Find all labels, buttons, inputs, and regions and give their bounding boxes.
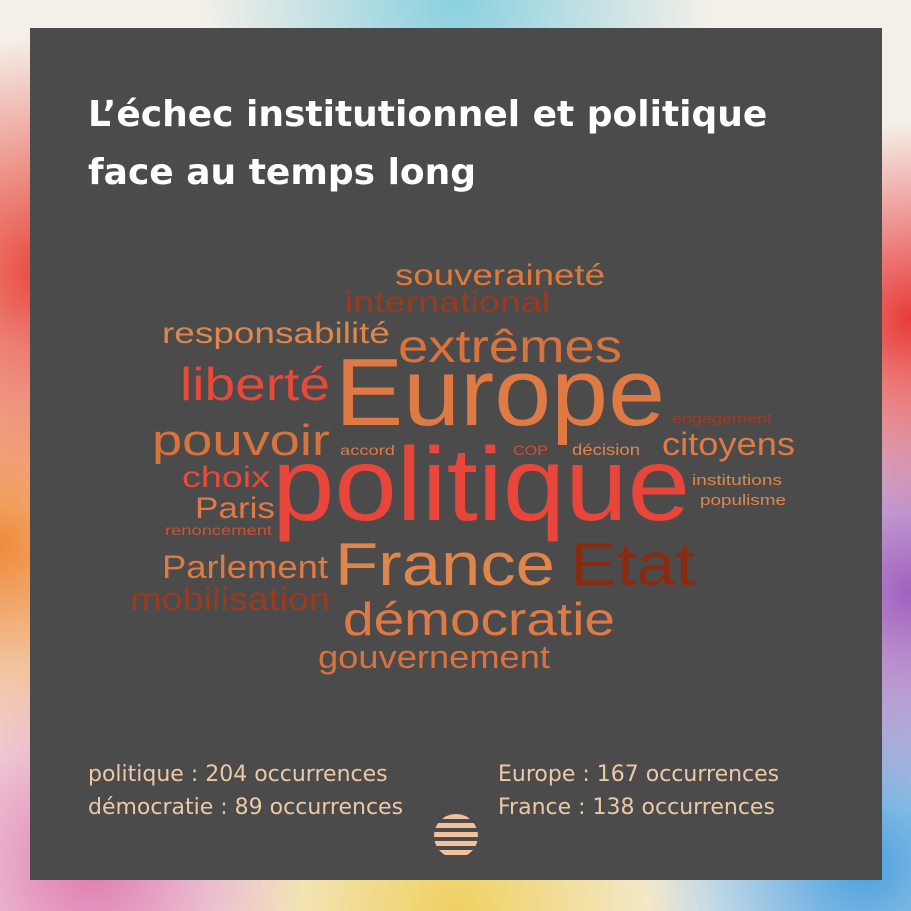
word: populisme [700, 492, 786, 509]
word: démocratie [343, 593, 615, 645]
word: pouvoir [152, 416, 330, 465]
panel [30, 28, 882, 880]
word: gouvernement [318, 639, 550, 675]
stat: Europe : 167 occurrences [498, 762, 779, 787]
word: choix [182, 461, 270, 494]
word: extrêmes [398, 320, 622, 372]
word: citoyens [662, 426, 795, 462]
word: Paris [195, 492, 275, 525]
word: souveraineté [395, 259, 605, 292]
stat: politique : 204 occurrences [88, 762, 388, 787]
word: COP [513, 442, 548, 458]
word: mobilisation [130, 581, 330, 617]
word: Parlement [162, 549, 328, 585]
word: décision [572, 442, 640, 459]
word: responsabilité [162, 317, 390, 350]
word: accord [340, 442, 395, 458]
word: politique [272, 427, 690, 543]
word: France [335, 531, 555, 598]
word: Europe [335, 339, 665, 446]
title: face au temps long [88, 152, 476, 193]
stat: France : 138 occurrences [498, 795, 775, 820]
word: international [345, 286, 550, 319]
word: engagement [672, 410, 772, 426]
word: Etat [570, 531, 695, 598]
stat: démocratie : 89 occurrences [88, 795, 403, 820]
word: liberté [180, 358, 330, 410]
word: renoncement [165, 522, 272, 538]
logo [434, 814, 478, 855]
title: L’échec institutionnel et politique [88, 94, 767, 135]
word: institutions [692, 472, 782, 489]
